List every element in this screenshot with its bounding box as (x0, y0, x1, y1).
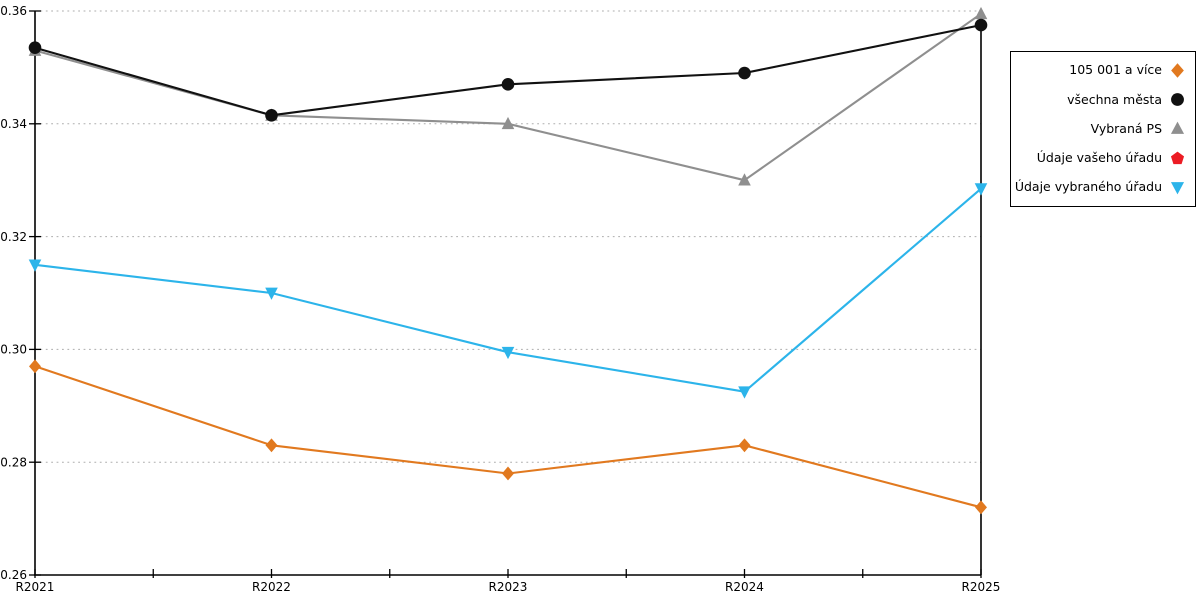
data-point-marker (501, 116, 515, 130)
triangle-down-icon (1170, 181, 1185, 195)
series-line (33, 365, 983, 509)
data-point-marker (29, 359, 41, 374)
legend-item: 105 001 a více (1011, 57, 1195, 85)
data-point-marker (974, 183, 988, 196)
triangle-up-glyph (1170, 122, 1185, 135)
legend-item-label: Vybraná PS (1090, 120, 1162, 136)
data-point-marker (501, 78, 515, 91)
data-point-marker (974, 6, 988, 20)
legend-item-label: Údaje vybraného úřadu (1014, 179, 1162, 195)
data-point-marker (501, 346, 515, 360)
data-point-marker (265, 109, 278, 122)
triangle-up-icon (1170, 122, 1185, 135)
legend-item-label: 105 001 a více (1069, 62, 1162, 78)
x-tick-label: R2024 (725, 580, 764, 594)
data-point-marker (502, 466, 514, 481)
legend: 105 001 a více všechna města Vybraná PS Úda… (1010, 51, 1196, 207)
circle-glyph (1171, 93, 1184, 107)
series-line (33, 12, 983, 182)
diamond-glyph (1171, 63, 1184, 78)
data-point-marker (265, 438, 278, 453)
legend-item: Údaje vašeho úřadu (1011, 144, 1195, 172)
y-tick-label: 0.36 (0, 4, 27, 18)
legend-item: všechna města (1011, 86, 1195, 114)
data-point-marker (738, 438, 751, 453)
y-tick-label: 0.34 (0, 117, 27, 131)
x-tick-label: R2025 (962, 580, 1001, 594)
legend-item-label: Údaje vašeho úřadu (1036, 149, 1162, 165)
pentagon-glyph (1170, 151, 1185, 164)
data-point-marker (974, 18, 988, 32)
legend-item: Údaje vybraného úřadu (1011, 173, 1195, 201)
pentagon-icon (1170, 151, 1185, 164)
data-point-marker (265, 287, 278, 300)
legend-item-label: všechna města (1067, 91, 1162, 107)
y-tick-label: 0.32 (0, 230, 27, 244)
y-tick-label: 0.30 (0, 343, 27, 357)
x-tick-label: R2021 (16, 580, 55, 594)
y-tick-label: 0.28 (0, 455, 27, 469)
triangle-down-glyph (1170, 181, 1185, 195)
data-point-marker (28, 41, 42, 54)
y-tick-label: 0.26 (0, 568, 27, 582)
series-line (33, 187, 983, 393)
series-line (33, 24, 983, 117)
circle-icon (1171, 93, 1184, 107)
x-tick-label: R2023 (489, 580, 528, 594)
x-tick-label: R2022 (252, 580, 291, 594)
diamond-icon (1171, 63, 1184, 78)
data-point-marker (738, 173, 751, 186)
data-point-marker (975, 500, 987, 515)
data-point-marker (738, 386, 751, 399)
data-point-marker (738, 66, 751, 80)
legend-item: Vybraná PS (1011, 115, 1195, 143)
data-point-marker (28, 259, 42, 272)
